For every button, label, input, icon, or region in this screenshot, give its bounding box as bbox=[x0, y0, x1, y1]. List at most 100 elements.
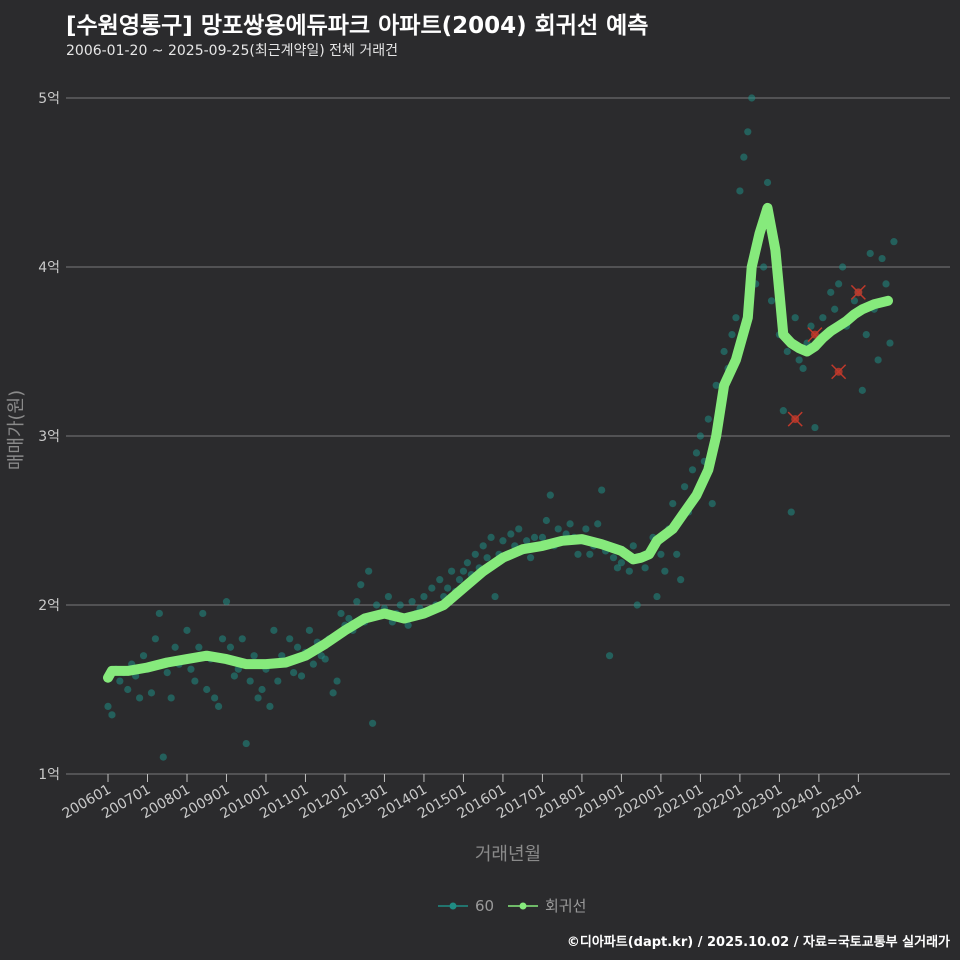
data-point bbox=[538, 533, 547, 542]
y-tick-label: 5억 bbox=[38, 91, 60, 107]
data-point bbox=[305, 626, 314, 634]
data-point bbox=[696, 432, 705, 440]
data-point bbox=[692, 449, 701, 457]
data-point bbox=[862, 331, 870, 339]
data-point bbox=[167, 694, 175, 702]
data-point bbox=[866, 249, 874, 258]
data-point bbox=[890, 238, 898, 246]
data-point bbox=[270, 626, 278, 634]
data-point bbox=[740, 153, 748, 161]
data-point bbox=[625, 567, 633, 575]
data-point bbox=[238, 635, 246, 643]
data-point bbox=[230, 672, 238, 680]
data-point bbox=[554, 525, 562, 533]
data-point bbox=[613, 564, 622, 572]
data-point bbox=[838, 263, 847, 271]
data-point bbox=[523, 537, 531, 545]
data-point bbox=[542, 516, 550, 525]
x-axis-label: 거래년월 bbox=[475, 844, 541, 865]
data-point bbox=[171, 643, 179, 651]
data-point bbox=[795, 356, 803, 364]
data-point bbox=[459, 567, 468, 575]
data-point bbox=[586, 550, 594, 558]
data-point bbox=[463, 559, 471, 567]
source-caption: ©디아파트(dapt.kr) / 2025.10.02 / 자료=국토교통부 실… bbox=[566, 935, 950, 950]
data-point bbox=[661, 567, 669, 575]
data-point bbox=[874, 356, 882, 364]
data-point bbox=[211, 694, 219, 702]
data-point bbox=[183, 626, 191, 634]
data-point bbox=[507, 530, 515, 538]
data-point bbox=[767, 297, 776, 305]
legend-regression-label: 회귀선 bbox=[545, 897, 586, 915]
data-point bbox=[609, 554, 618, 562]
data-point bbox=[736, 187, 744, 195]
data-point bbox=[250, 652, 258, 660]
y-tick-label: 2억 bbox=[38, 598, 60, 614]
data-point bbox=[357, 581, 365, 589]
data-point bbox=[827, 288, 835, 296]
outlier-markers bbox=[787, 284, 866, 427]
data-point bbox=[499, 537, 507, 545]
data-point bbox=[728, 331, 736, 339]
data-point bbox=[681, 483, 689, 491]
data-point bbox=[479, 542, 487, 550]
data-point bbox=[278, 652, 286, 660]
data-point bbox=[203, 685, 211, 694]
data-point bbox=[163, 669, 171, 677]
data-point bbox=[226, 643, 235, 651]
data-point bbox=[191, 677, 199, 685]
data-point bbox=[404, 621, 412, 629]
data-point bbox=[882, 280, 890, 288]
data-point bbox=[574, 550, 582, 558]
data-point bbox=[791, 314, 799, 322]
data-point bbox=[333, 677, 341, 685]
data-point bbox=[214, 702, 223, 711]
data-point bbox=[329, 689, 337, 697]
data-point bbox=[108, 711, 116, 719]
data-point bbox=[199, 609, 207, 618]
data-point bbox=[526, 554, 535, 562]
data-point bbox=[242, 739, 250, 748]
data-point bbox=[732, 314, 740, 322]
data-point bbox=[708, 500, 716, 508]
y-tick-label: 4억 bbox=[38, 260, 60, 276]
data-point bbox=[858, 386, 866, 394]
outlier-marker bbox=[831, 364, 847, 380]
data-point bbox=[515, 525, 523, 533]
data-point bbox=[835, 280, 843, 288]
data-point bbox=[783, 347, 791, 356]
data-point bbox=[408, 598, 416, 606]
data-point bbox=[491, 592, 499, 601]
data-point bbox=[420, 592, 428, 601]
data-point bbox=[763, 178, 772, 187]
data-point bbox=[147, 689, 156, 697]
data-point bbox=[337, 609, 345, 618]
data-point bbox=[444, 584, 452, 592]
data-point bbox=[641, 564, 649, 572]
data-point bbox=[653, 592, 661, 601]
data-point bbox=[779, 407, 787, 415]
data-point bbox=[831, 305, 839, 313]
data-point bbox=[546, 491, 554, 499]
data-point bbox=[139, 652, 148, 660]
x-axis-ticks: 2006012007012008012009012010012011012012… bbox=[60, 774, 864, 822]
data-point bbox=[566, 520, 574, 528]
data-point bbox=[286, 635, 294, 643]
data-point bbox=[530, 533, 539, 542]
data-point bbox=[428, 584, 436, 592]
data-point bbox=[744, 128, 752, 136]
data-point bbox=[886, 339, 894, 347]
data-point bbox=[365, 567, 373, 575]
data-point bbox=[369, 719, 377, 727]
data-point bbox=[258, 685, 266, 694]
data-point bbox=[787, 508, 795, 516]
data-point bbox=[720, 347, 728, 356]
y-tick-label: 1억 bbox=[38, 767, 60, 783]
data-point bbox=[455, 576, 464, 584]
data-point bbox=[811, 423, 819, 432]
legend-points-label: 60 bbox=[475, 897, 494, 915]
chart-title: [수원영통구] 망포쌍용에듀파크 아파트(2004) 회귀선 예측 bbox=[66, 13, 649, 39]
data-point bbox=[396, 601, 404, 609]
